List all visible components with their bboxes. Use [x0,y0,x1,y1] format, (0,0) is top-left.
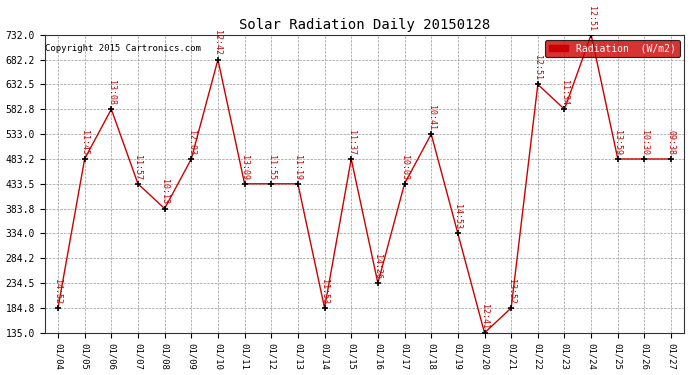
Title: Solar Radiation Daily 20150128: Solar Radiation Daily 20150128 [239,18,490,32]
Text: 09:38: 09:38 [667,130,676,155]
Text: 10:13: 10:13 [160,179,169,204]
Text: Copyright 2015 Cartronics.com: Copyright 2015 Cartronics.com [46,44,201,52]
Text: 11:57: 11:57 [133,154,142,180]
Text: 14:52: 14:52 [54,279,63,304]
Text: 11:37: 11:37 [346,130,356,155]
Text: 10:03: 10:03 [400,154,409,180]
Text: 12:42: 12:42 [213,30,222,56]
Text: 11:53: 11:53 [320,279,329,304]
Text: 13:09: 13:09 [240,154,249,180]
Legend: Radiation  (W/m2): Radiation (W/m2) [544,40,680,57]
Text: 13:08: 13:08 [107,80,116,105]
Text: 12:41: 12:41 [480,304,489,328]
Text: 11:34: 11:34 [560,80,569,105]
Text: 11:19: 11:19 [293,154,302,180]
Text: 13:52: 13:52 [506,279,515,304]
Text: 11:55: 11:55 [267,154,276,180]
Text: 14:26: 14:26 [373,254,382,279]
Text: 13:59: 13:59 [613,130,622,155]
Text: 12:03: 12:03 [187,130,196,155]
Text: 11:45: 11:45 [80,130,89,155]
Text: 10:41: 10:41 [426,105,435,130]
Text: 12:51: 12:51 [533,55,542,80]
Text: 10:30: 10:30 [640,130,649,155]
Text: 12:51: 12:51 [586,6,595,30]
Text: 14:53: 14:53 [453,204,462,229]
